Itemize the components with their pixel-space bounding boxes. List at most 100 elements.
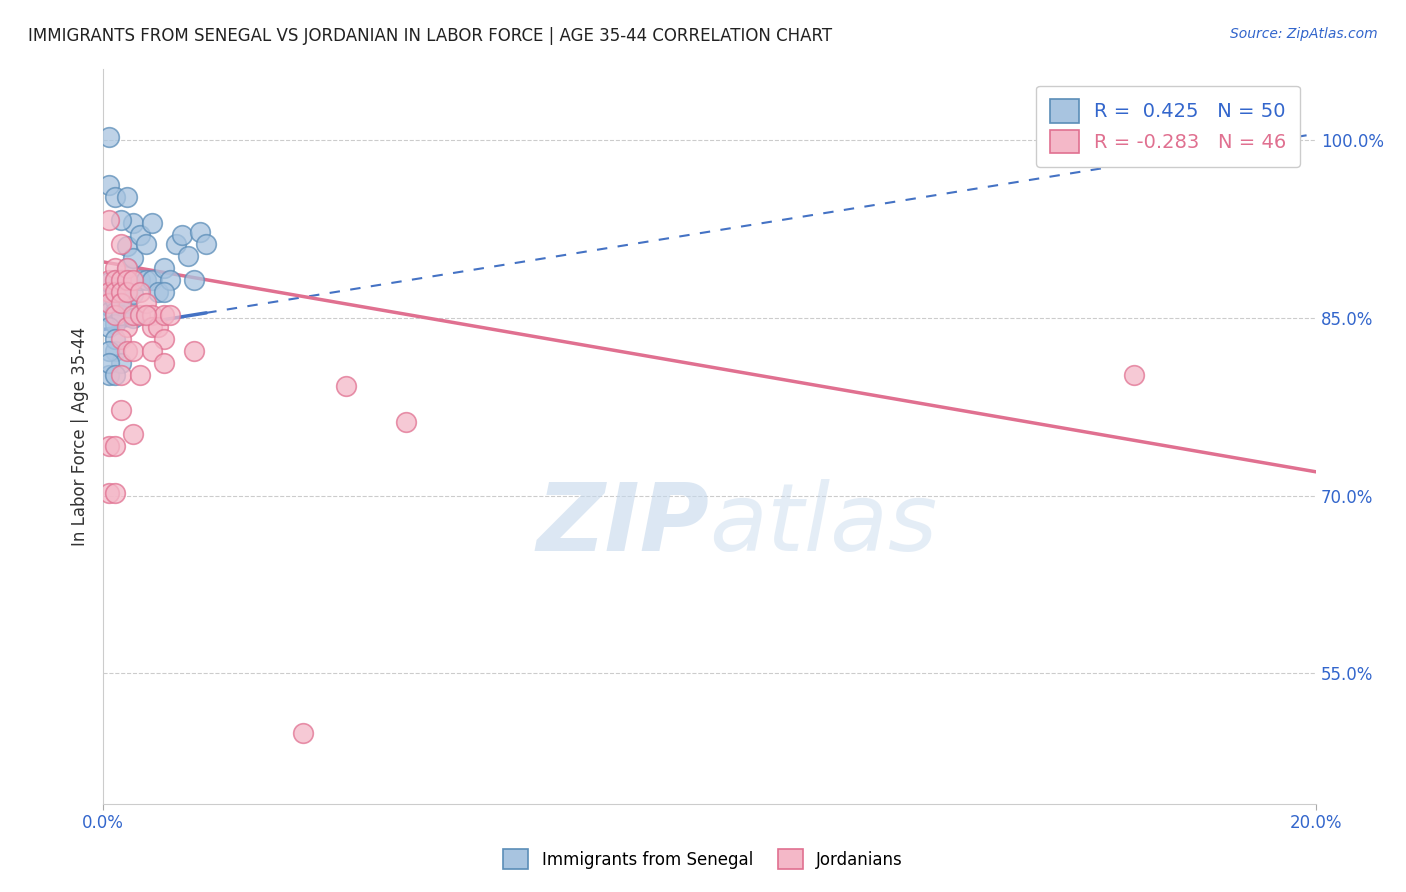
Point bbox=[122, 310, 145, 325]
Point bbox=[165, 237, 187, 252]
Point bbox=[141, 216, 163, 230]
Point bbox=[110, 356, 132, 370]
Point bbox=[104, 317, 127, 331]
Point bbox=[128, 368, 150, 382]
Point bbox=[104, 260, 127, 275]
Point bbox=[1123, 368, 1146, 382]
Point bbox=[104, 281, 127, 295]
Point bbox=[110, 237, 132, 252]
Legend: R =  0.425   N = 50, R = -0.283   N = 46: R = 0.425 N = 50, R = -0.283 N = 46 bbox=[1036, 86, 1301, 167]
Point bbox=[117, 285, 139, 299]
Point bbox=[110, 403, 132, 417]
Point bbox=[98, 286, 121, 301]
Point bbox=[98, 178, 121, 192]
Point bbox=[335, 379, 357, 393]
Point bbox=[110, 296, 132, 310]
Point bbox=[104, 189, 127, 203]
Text: atlas: atlas bbox=[710, 479, 938, 570]
Point bbox=[110, 308, 132, 322]
Point bbox=[128, 227, 150, 242]
Point bbox=[110, 285, 132, 299]
Point bbox=[98, 213, 121, 227]
Point bbox=[104, 273, 127, 287]
Point bbox=[152, 260, 174, 275]
Point bbox=[98, 439, 121, 453]
Point bbox=[152, 356, 174, 370]
Point bbox=[183, 343, 205, 358]
Point bbox=[177, 249, 200, 263]
Point bbox=[98, 343, 121, 358]
Point bbox=[104, 285, 127, 299]
Point bbox=[135, 237, 157, 252]
Point bbox=[104, 332, 127, 346]
Point bbox=[159, 273, 181, 287]
Point bbox=[152, 285, 174, 299]
Point bbox=[117, 189, 139, 203]
Point bbox=[128, 273, 150, 287]
Point bbox=[110, 332, 132, 346]
Point bbox=[141, 320, 163, 334]
Point bbox=[110, 213, 132, 227]
Point bbox=[110, 285, 132, 299]
Point bbox=[117, 285, 139, 299]
Point bbox=[98, 296, 121, 310]
Point bbox=[98, 368, 121, 382]
Point bbox=[98, 273, 121, 287]
Point bbox=[170, 227, 193, 242]
Point bbox=[98, 130, 121, 145]
Point bbox=[135, 273, 157, 287]
Point bbox=[110, 273, 132, 287]
Point bbox=[122, 216, 145, 230]
Point bbox=[104, 273, 127, 287]
Legend: Immigrants from Senegal, Jordanians: Immigrants from Senegal, Jordanians bbox=[494, 838, 912, 880]
Point bbox=[98, 486, 121, 500]
Point bbox=[122, 273, 145, 287]
Point bbox=[122, 343, 145, 358]
Point bbox=[117, 260, 139, 275]
Point bbox=[98, 304, 121, 318]
Point bbox=[122, 308, 145, 322]
Point bbox=[98, 275, 121, 289]
Point bbox=[110, 273, 132, 287]
Point bbox=[146, 320, 169, 334]
Point bbox=[104, 308, 127, 322]
Point bbox=[159, 308, 181, 322]
Point bbox=[104, 368, 127, 382]
Point bbox=[117, 239, 139, 253]
Point bbox=[141, 343, 163, 358]
Text: IMMIGRANTS FROM SENEGAL VS JORDANIAN IN LABOR FORCE | AGE 35-44 CORRELATION CHAR: IMMIGRANTS FROM SENEGAL VS JORDANIAN IN … bbox=[28, 27, 832, 45]
Point bbox=[122, 426, 145, 441]
Point bbox=[117, 296, 139, 310]
Point bbox=[110, 296, 132, 310]
Point bbox=[152, 332, 174, 346]
Point bbox=[98, 320, 121, 334]
Point bbox=[117, 343, 139, 358]
Point bbox=[292, 726, 315, 740]
Text: Source: ZipAtlas.com: Source: ZipAtlas.com bbox=[1230, 27, 1378, 41]
Point bbox=[188, 225, 211, 239]
Point bbox=[122, 252, 145, 266]
Y-axis label: In Labor Force | Age 35-44: In Labor Force | Age 35-44 bbox=[72, 326, 89, 546]
Point bbox=[104, 293, 127, 307]
Text: ZIP: ZIP bbox=[537, 478, 710, 571]
Point bbox=[104, 439, 127, 453]
Point bbox=[104, 304, 127, 318]
Point bbox=[141, 308, 163, 322]
Point bbox=[98, 299, 121, 313]
Point bbox=[104, 343, 127, 358]
Point bbox=[117, 320, 139, 334]
Point bbox=[146, 285, 169, 299]
Point bbox=[117, 273, 139, 287]
Point bbox=[128, 285, 150, 299]
Point bbox=[135, 308, 157, 322]
Point bbox=[183, 273, 205, 287]
Point bbox=[110, 368, 132, 382]
Point bbox=[141, 273, 163, 287]
Point bbox=[117, 260, 139, 275]
Point bbox=[135, 296, 157, 310]
Point bbox=[98, 285, 121, 299]
Point bbox=[104, 486, 127, 500]
Point bbox=[195, 237, 218, 252]
Point bbox=[122, 286, 145, 301]
Point bbox=[128, 308, 150, 322]
